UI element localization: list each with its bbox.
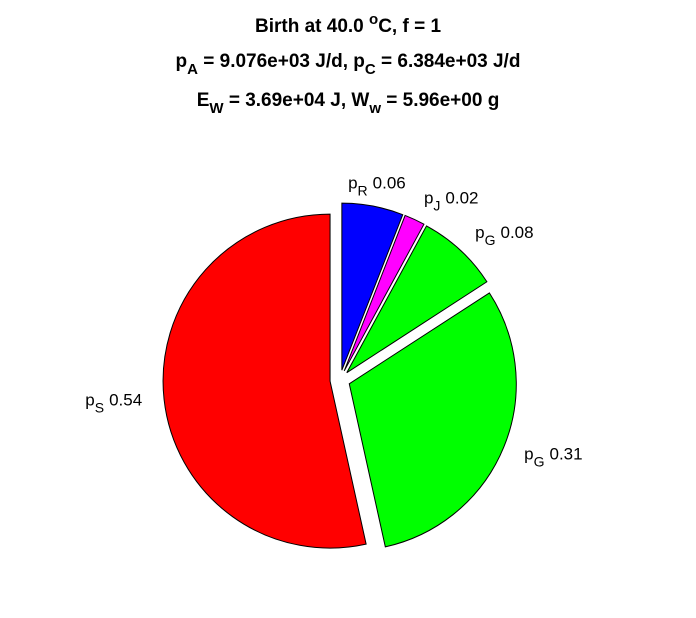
label-name: p [348,174,357,193]
pie-slice [346,225,488,374]
label-name: p [85,391,94,410]
pie-slice [343,214,425,372]
title-part: = 9.076e+03 J/d, p [198,51,365,72]
label-value: 0.06 [373,174,406,193]
label-value: 0.02 [445,189,478,208]
title-part: A [187,61,198,78]
label-sub: R [358,182,368,198]
slice-label: pJ 0.02 [424,189,479,213]
label-name: p [424,189,433,208]
label-sub: S [95,399,104,415]
title-part: C [365,61,376,78]
title-part: = 3.69e+04 J, W [224,90,370,111]
slice-label: pG 0.31 [524,445,582,469]
title-part: E [197,90,210,111]
label-value: 0.31 [550,445,583,464]
title-part: o [369,11,378,28]
label-sub: J [433,197,440,213]
title-part: = 6.384e+03 J/d [376,51,521,72]
title-part: W [209,100,224,117]
title-part: w [368,100,381,117]
slice-label: pS 0.54 [85,391,142,415]
slice-label: pR 0.06 [348,174,406,198]
pie-slice [162,213,367,549]
slice-label: pG 0.08 [475,223,533,247]
pie-slice [341,202,404,371]
label-sub: G [534,453,545,469]
title-part: C, f = 1 [378,16,441,37]
title-part: Birth at 40.0 [255,16,369,37]
label-value: 0.08 [500,223,533,242]
label-sub: G [485,232,496,248]
pie-slice [348,292,517,548]
label-name: p [524,445,533,464]
chart-title: pA = 9.076e+03 J/d, pC = 6.384e+03 J/d [176,51,521,78]
chart-title: Birth at 40.0 oC, f = 1 [255,11,441,37]
chart-title: EW = 3.69e+04 J, Ww = 5.96e+00 g [197,90,500,117]
label-name: p [475,223,484,242]
label-value: 0.54 [109,391,142,410]
title-part: = 5.96e+00 g [381,90,499,111]
title-part: p [176,51,188,72]
